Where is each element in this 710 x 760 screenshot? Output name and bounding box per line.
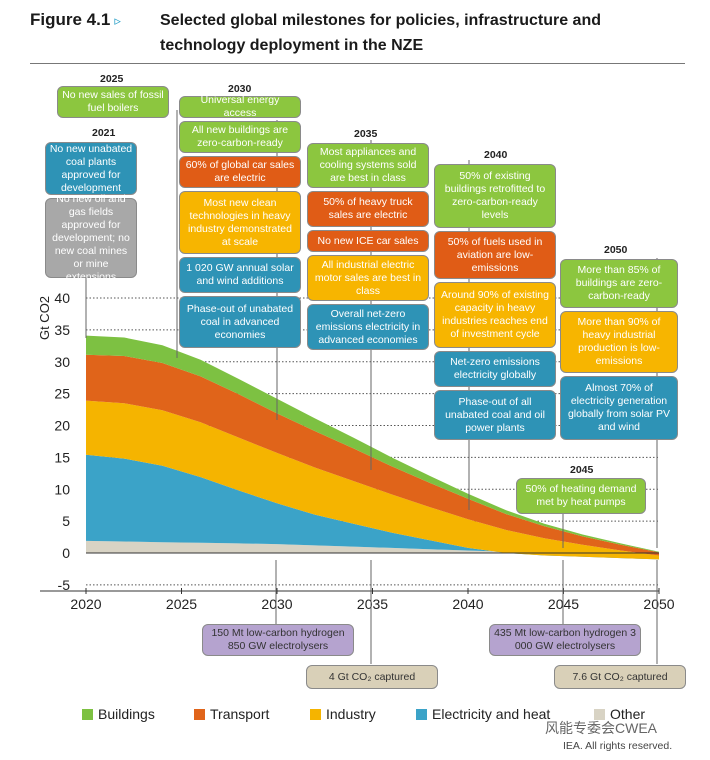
- legend-item-other: Other: [594, 706, 645, 722]
- milestone-box-2040-1: 50% of existing buildings retrofitted to…: [434, 164, 556, 228]
- milestone-year-2021: 2021: [92, 127, 116, 139]
- milestone-box-2030-5: 1 020 GW annual solar and wind additions: [179, 257, 301, 293]
- milestone-box-2045-1: 50% of heating demand met by heat pumps: [516, 478, 646, 514]
- milestone-box-2030-1: Universal energy access: [179, 94, 301, 119]
- milestone-box-2035-1: Most appliances and cooling systems sold…: [307, 143, 429, 188]
- title-divider: [30, 63, 685, 64]
- y-tick-label: 30: [54, 354, 70, 370]
- milestone-box-2030-2: All new buildings are zero-carbon-ready: [179, 121, 301, 153]
- milestone-box-2040-2: 50% of fuels used in aviation are low-em…: [434, 231, 556, 279]
- area-buildings: [86, 335, 659, 553]
- y-tick-label: 0: [62, 545, 70, 561]
- y-tick-label: 15: [54, 449, 70, 465]
- milestone-box-2040-4: Net-zero emissions electricity globally: [434, 351, 556, 387]
- milestone-year-2050: 2050: [604, 244, 628, 256]
- milestone-box-2030-3: 60% of global car sales are electric: [179, 156, 301, 188]
- figure-arrow-icon: ▹: [114, 13, 121, 28]
- y-tick-label: 25: [54, 386, 70, 402]
- legend-item-transport: Transport: [194, 706, 269, 722]
- legend-label-buildings: Buildings: [98, 706, 155, 722]
- y-tick-label: 35: [54, 322, 70, 338]
- x-tick-label: 2040: [452, 596, 483, 612]
- x-tick-label: 2045: [548, 596, 579, 612]
- figure-label: Figure 4.1 ▹: [30, 10, 121, 29]
- x-tick-label: 2025: [166, 596, 197, 612]
- milestone-box-2030-4: Most new clean technologies in heavy ind…: [179, 191, 301, 254]
- copyright-text: IEA. All rights reserved.: [563, 740, 673, 752]
- y-tick-label: 5: [62, 513, 70, 529]
- milestone-year-2045: 2045: [570, 464, 594, 476]
- milestone-year-2035: 2035: [354, 128, 378, 140]
- milestone-box-2035-4: All industrial electric motor sales are …: [307, 255, 429, 301]
- legend-item-buildings: Buildings: [82, 706, 155, 722]
- legend-item-electricity-heat: Electricity and heat: [416, 706, 550, 722]
- milestone-box-hydrogen-2045: 435 Mt low-carbon hydrogen 3 000 GW elec…: [489, 624, 641, 656]
- legend-label-transport: Transport: [210, 706, 270, 722]
- area-transport: [86, 354, 659, 556]
- milestone-box-2040-5: Phase-out of all unabated coal and oil p…: [434, 390, 556, 440]
- legend-swatch-transport: [194, 708, 205, 720]
- milestone-box-capture-2050: 7.6 Gt CO₂ captured: [554, 665, 686, 689]
- milestone-box-2025-1: No new sales of fossil fuel boilers: [57, 86, 169, 118]
- x-tick-label: 2035: [357, 596, 388, 612]
- x-tick-label: 2050: [643, 596, 674, 612]
- legend-swatch-industry: [310, 708, 321, 720]
- milestone-box-capture-2035: 4 Gt CO₂ captured: [306, 665, 438, 689]
- milestone-box-2021-2: No new oil and gas fields approved for d…: [45, 193, 137, 283]
- milestone-year-2030: 2030: [228, 83, 252, 95]
- legend-swatch-buildings: [82, 708, 93, 720]
- y-tick-label: 40: [54, 290, 70, 306]
- legend-label-other: Other: [610, 706, 646, 722]
- milestone-box-2050-1: More than 85% of buildings are zero-carb…: [560, 259, 678, 308]
- legend-swatch-electricity-heat: [416, 708, 427, 720]
- y-axis-label: Gt CO2: [37, 296, 52, 340]
- milestone-box-2021-1: No new unabated coal plants approved for…: [45, 142, 137, 195]
- milestone-box-2035-5: Overall net-zero emissions electricity i…: [307, 304, 429, 350]
- legend-item-industry: Industry: [310, 706, 376, 722]
- legend-label-electricity-heat: Electricity and heat: [432, 706, 551, 722]
- milestone-box-2050-2: More than 90% of heavy industrial produc…: [560, 311, 678, 373]
- figure-title: Selected global milestones for policies,…: [160, 12, 601, 54]
- y-tick-label: 10: [54, 481, 70, 497]
- watermark-text: 风能专委会CWEA: [545, 720, 657, 736]
- milestone-year-2025: 2025: [100, 73, 124, 85]
- legend-swatch-other: [594, 708, 605, 720]
- legend-label-industry: Industry: [326, 706, 376, 722]
- milestone-box-2030-6: Phase-out of unabated coal in advanced e…: [179, 296, 301, 348]
- x-tick-label: 2020: [70, 596, 101, 612]
- milestone-year-2040: 2040: [484, 149, 508, 161]
- y-tick-label: -5: [58, 577, 71, 593]
- area-electricity_heat: [86, 454, 659, 560]
- x-tick-label: 2030: [261, 596, 292, 612]
- y-tick-label: 20: [54, 418, 70, 434]
- milestone-box-2050-3: Almost 70% of electricity generation glo…: [560, 376, 678, 440]
- milestone-box-2035-3: No new ICE car sales: [307, 230, 429, 252]
- milestone-box-hydrogen-2030: 150 Mt low-carbon hydrogen 850 GW electr…: [202, 624, 354, 656]
- milestone-box-2035-2: 50% of heavy truck sales are electric: [307, 191, 429, 227]
- milestone-box-2040-3: Around 90% of existing capacity in heavy…: [434, 282, 556, 348]
- area-industry: [86, 400, 659, 560]
